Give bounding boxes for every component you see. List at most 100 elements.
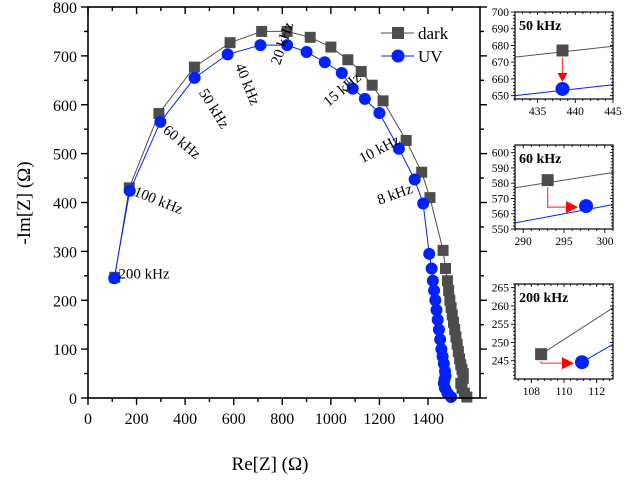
inset-series-dark-line — [515, 171, 613, 189]
inset-title: 60 kHz — [519, 152, 561, 167]
y-tick-label: 300 — [53, 244, 77, 261]
data-point-dark — [224, 37, 236, 49]
inset-marks — [515, 44, 613, 97]
frequency-label: 60 kHz — [160, 122, 204, 163]
inset-x-tick-label: 108 — [523, 386, 541, 398]
inset-series-uv-line — [515, 204, 613, 224]
data-point-uv — [430, 304, 443, 317]
data-point-dark — [325, 41, 337, 53]
data-point-uv — [254, 39, 267, 52]
inset-x-tick-label: 295 — [555, 236, 573, 248]
inset-title: 200 kHz — [519, 291, 568, 306]
inset-y-tick-label: 255 — [492, 319, 510, 331]
data-point-uv — [318, 56, 331, 69]
inset-y-tick-label: 670 — [492, 57, 510, 69]
inset-title: 50 kHz — [519, 19, 561, 34]
main-plot-ticks: 0 200 400 600 800 1000 1200 1400 0 100 200 300 400 50… — [53, 0, 487, 428]
data-point-dark — [446, 309, 458, 321]
data-point-uv — [425, 262, 438, 275]
data-point-dark — [424, 192, 436, 204]
data-point-uv — [423, 247, 436, 260]
data-point-dark — [450, 331, 462, 343]
data-point-dark — [439, 262, 451, 274]
data-point-dark — [366, 79, 378, 91]
legend: dark UV — [381, 24, 449, 66]
data-point-uv — [445, 391, 458, 404]
data-point-dark — [461, 391, 473, 403]
x-axis-title: Re[Z] (Ω) — [232, 454, 309, 475]
inset-y-tick-label: 260 — [492, 301, 510, 313]
y-tick-label: 800 — [53, 0, 77, 17]
inset-series-dark-line — [540, 307, 613, 355]
inset-arrow-shaft — [540, 361, 564, 364]
legend-dark-marker — [392, 27, 404, 39]
series-dark-line — [114, 30, 468, 398]
inset-marks — [515, 171, 613, 224]
inset-y-tick-label: 600 — [492, 148, 510, 160]
inset-data-point-dark — [556, 44, 569, 57]
data-point-dark — [452, 346, 464, 358]
data-point-uv — [431, 313, 444, 326]
data-point-dark — [188, 61, 200, 73]
y-tick-label: 100 — [53, 342, 77, 359]
inset-y-tick-label: 245 — [492, 356, 510, 368]
frequency-label: 40 kHz — [231, 61, 262, 108]
main-plot: 0 200 400 600 800 1000 1200 1400 0 100 200 300 400 50… — [14, 0, 487, 475]
inset-y-tick-label: 700 — [492, 7, 510, 19]
x-tick-label: 800 — [270, 411, 294, 428]
inset-data-point-dark — [535, 348, 548, 361]
y-tick-label: 200 — [53, 293, 77, 310]
data-point-dark — [449, 324, 461, 336]
data-point-dark — [448, 316, 459, 328]
data-point-uv — [154, 115, 167, 128]
data-point-dark — [153, 108, 165, 120]
frequency-label: 20 kHz — [268, 20, 297, 67]
data-point-uv — [432, 323, 445, 336]
inset-x-tick-label: 440 — [567, 106, 585, 118]
inset-x-tick-label: 300 — [596, 236, 614, 248]
x-tick-label: 200 — [125, 411, 149, 428]
inset-data-point-uv — [579, 199, 594, 214]
y-axis-title: -Im[Z] (Ω) — [14, 161, 35, 244]
data-point-dark — [304, 31, 316, 43]
inset-arrow-head — [557, 72, 568, 82]
inset-y-tick-label: 590 — [492, 163, 510, 175]
inset-y-tick-label: 560 — [492, 209, 510, 221]
inset-y-tick-label: 660 — [492, 74, 510, 86]
data-point-uv — [300, 45, 313, 58]
inset-x-tick-label: 435 — [529, 106, 547, 118]
frequency-label: 100 kHz — [131, 184, 185, 218]
frequency-label: 50 kHz — [195, 86, 232, 132]
inset-60khz: 550 560 570 580 590 600 290 295 300 60 kHz — [492, 144, 614, 248]
data-point-uv — [108, 272, 121, 285]
inset-y-tick-label: 550 — [492, 224, 510, 236]
data-point-uv — [188, 71, 201, 84]
y-tick-label: 400 — [53, 196, 77, 213]
inset-y-tick-label: 250 — [492, 337, 510, 349]
legend-uv-label: UV — [418, 47, 443, 66]
x-tick-label: 1200 — [363, 411, 395, 428]
frequency-label: 200 kHz — [118, 266, 170, 282]
y-tick-label: 500 — [53, 147, 77, 164]
data-point-uv — [281, 39, 294, 52]
legend-dark-label: dark — [418, 24, 449, 43]
frequency-label: 8 kHz — [375, 181, 415, 209]
inset-200khz: 245 250 255 260 265 108 110 112 200 kHz — [492, 283, 614, 398]
data-point-dark — [281, 25, 293, 37]
data-point-uv — [417, 197, 430, 210]
data-point-uv — [429, 294, 442, 307]
data-point-uv — [392, 142, 405, 155]
x-tick-label: 0 — [84, 411, 92, 428]
inset-y-tick-label: 650 — [492, 91, 510, 103]
data-point-dark — [400, 134, 412, 146]
inset-x-tick-label: 110 — [556, 386, 573, 398]
inset-arrow-head — [566, 201, 579, 214]
data-point-uv — [428, 284, 441, 297]
x-tick-label: 1400 — [412, 411, 444, 428]
inset-marks — [535, 307, 613, 370]
inset-50khz: 650 660 670 680 690 700 435 440 445 50 kHz — [492, 7, 622, 118]
data-point-dark — [451, 338, 463, 350]
inset-y-tick-label: 265 — [492, 283, 510, 295]
frequency-label: 10 kHz — [357, 132, 403, 167]
